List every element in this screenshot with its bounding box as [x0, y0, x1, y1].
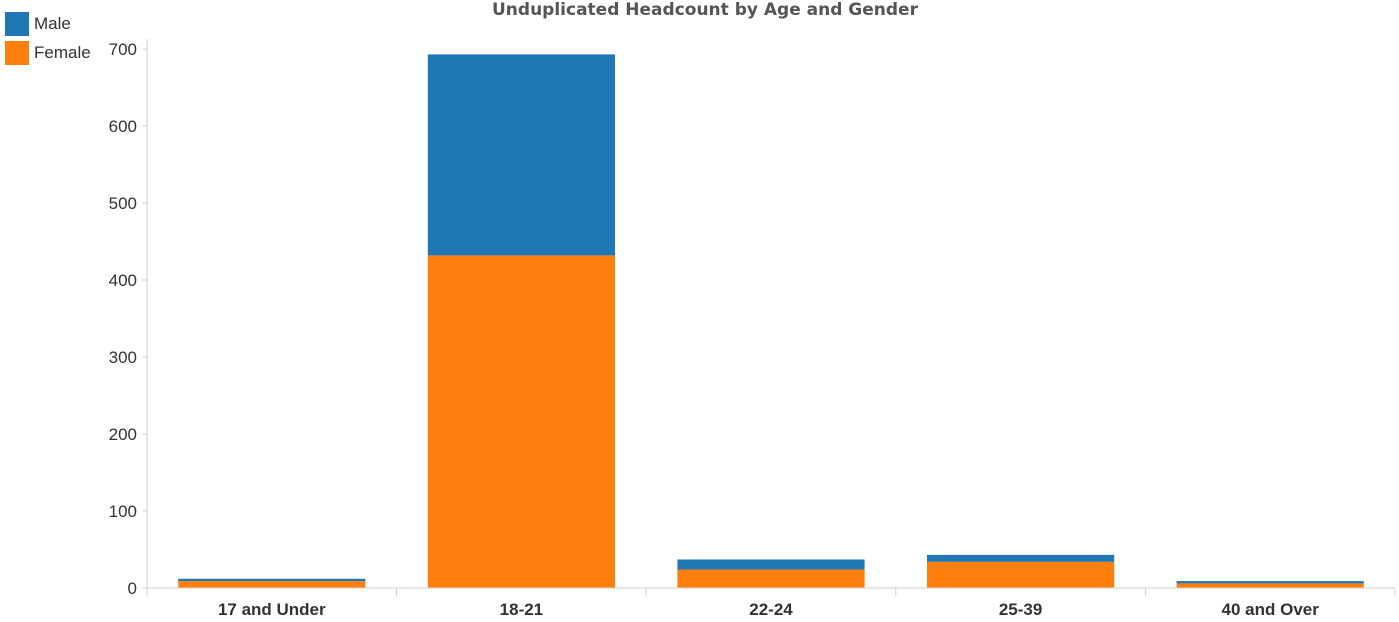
legend: Male Female: [5, 9, 91, 67]
legend-label-female: Female: [34, 42, 91, 62]
bar-female[interactable]: [178, 581, 366, 588]
y-tick-label: 500: [109, 194, 137, 213]
legend-item-female[interactable]: Female: [5, 38, 91, 67]
legend-item-male[interactable]: Male: [5, 9, 91, 38]
x-tick-label: 17 and Under: [218, 600, 326, 619]
x-tick-label: 25-39: [999, 600, 1042, 619]
y-axis: 0 100 200 300 400 500 600 700: [109, 39, 148, 598]
bar-male[interactable]: [427, 54, 615, 256]
bar-female[interactable]: [927, 561, 1115, 588]
y-tick-label: 400: [109, 271, 137, 290]
x-tick-label: 18-21: [500, 600, 543, 619]
bar-female[interactable]: [677, 569, 865, 589]
bar-male[interactable]: [927, 554, 1115, 562]
legend-label-male: Male: [34, 13, 71, 33]
bar-male[interactable]: [178, 578, 366, 582]
chart-title: Unduplicated Headcount by Age and Gender: [492, 0, 919, 20]
bar-male[interactable]: [1176, 581, 1364, 584]
y-tick-label: 0: [128, 579, 137, 598]
y-tick-label: 100: [109, 502, 137, 521]
legend-swatch-female: [5, 40, 29, 65]
x-axis: 17 and Under 18-21 22-24 25-39 40 and Over: [146, 587, 1396, 619]
y-tick-label: 700: [109, 40, 137, 59]
bar-male[interactable]: [677, 559, 865, 570]
x-tick-label: 40 and Over: [1222, 600, 1320, 619]
y-tick-label: 200: [109, 425, 137, 444]
bars: [178, 54, 1364, 588]
legend-swatch-male: [5, 11, 29, 36]
y-tick-label: 300: [109, 348, 137, 367]
bar-female[interactable]: [427, 255, 615, 588]
y-tick-label: 600: [109, 117, 137, 136]
x-tick-label: 22-24: [749, 600, 793, 619]
bar-female[interactable]: [1176, 583, 1364, 588]
